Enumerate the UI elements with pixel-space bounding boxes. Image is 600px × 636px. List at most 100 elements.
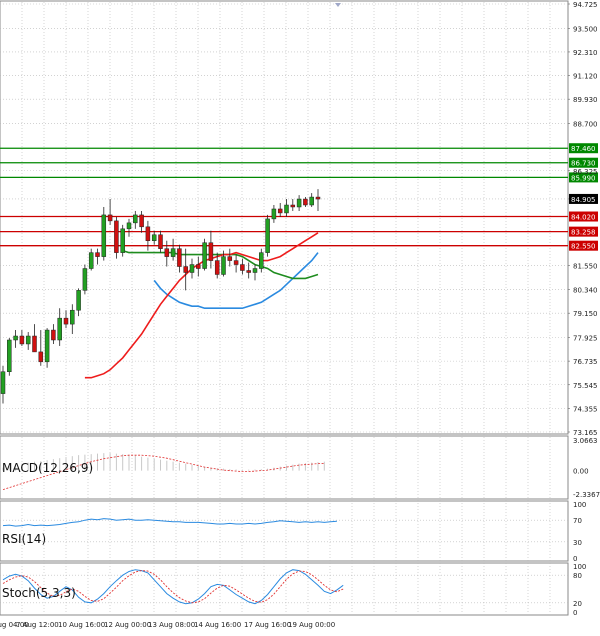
price-tick-label: 74.355 [573, 405, 598, 413]
price-tick-label: 94.725 [573, 1, 598, 9]
candle-body [158, 234, 163, 249]
candle-body [202, 242, 207, 269]
ma-blue-line [153, 252, 319, 310]
price-tick-label: 79.150 [573, 310, 598, 318]
candle-body [309, 196, 314, 206]
indicator-tick-label: 70 [573, 517, 582, 525]
candle-body [13, 335, 18, 341]
level-label: 83.258 [571, 229, 596, 237]
candle-body [284, 204, 289, 214]
candle-body [82, 268, 88, 291]
ma-green-line [122, 249, 319, 280]
candle-body [233, 260, 239, 265]
scroll-marker-icon[interactable] [335, 3, 341, 7]
macd-signal-line [2, 454, 325, 490]
candle-body [63, 317, 69, 325]
level-label: 84.020 [571, 214, 596, 222]
level-tag [569, 240, 598, 251]
candle-body [133, 214, 138, 224]
price-tick-label: 91.120 [573, 73, 598, 81]
time-tick-label: 13 Aug 08:00 [148, 621, 195, 629]
time-tick-label: 19 Aug 00:00 [288, 621, 335, 629]
candle-body [7, 339, 12, 373]
time-tick-label: 14 Aug 16:00 [194, 621, 241, 629]
rsi-pane[interactable] [0, 500, 569, 562]
time-tick-label: 5 Aug 04:00 [0, 621, 29, 629]
candle-body [19, 335, 25, 345]
candle-body [189, 264, 195, 273]
candle-body [76, 290, 81, 311]
level-tag [569, 172, 598, 183]
indicator-tick-label: 100 [573, 563, 586, 571]
level-label: 87.460 [571, 145, 596, 153]
candle-body [296, 198, 302, 208]
candle-body [246, 270, 251, 273]
price-pane[interactable] [0, 0, 569, 435]
candle-body [151, 234, 157, 241]
moving-averages [84, 232, 319, 379]
candle-body [32, 335, 37, 353]
candle-body [44, 329, 50, 363]
level-tag [569, 157, 598, 168]
price-tick-label: 73.165 [573, 429, 598, 437]
price-tick-label: 86.325 [573, 168, 598, 176]
candle-body [271, 208, 277, 220]
stoch-pane[interactable] [0, 562, 569, 616]
candle-body [196, 264, 201, 269]
candle-body [252, 268, 258, 273]
indicator-tick-label: 0 [573, 555, 577, 563]
candle-body [25, 335, 31, 345]
candle-body [51, 329, 56, 341]
candle-body [120, 228, 125, 253]
candle-body [126, 222, 132, 230]
time-tick-label: 7 Aug 12:00 [16, 621, 59, 629]
level-tag [569, 143, 598, 154]
ma-red-line [84, 232, 319, 379]
price-tick-label: 76.735 [573, 358, 598, 366]
price-tick-label: 88.700 [573, 121, 598, 129]
candle-body [277, 208, 283, 214]
candle-body [0, 371, 6, 394]
stoch-main-line [2, 569, 344, 605]
support-resistance-levels: 87.460 86.730 85.990 84.020 83.258 82.550 [0, 143, 598, 251]
candle-body [170, 248, 176, 257]
candle-body [290, 204, 296, 208]
candle-body [57, 317, 62, 341]
candle-body [38, 351, 44, 363]
candle-body [265, 218, 270, 253]
candle-body [240, 264, 245, 271]
indicator-tick-label: 0 [573, 609, 577, 617]
price-tick-label: 89.930 [573, 96, 598, 104]
candle-body [208, 242, 214, 261]
candle-body [95, 252, 100, 257]
indicator-tick-label: 3.0663 [573, 437, 598, 445]
candle-body [221, 256, 226, 275]
rsi-indicator: 100 70 30 0 [0, 501, 586, 563]
indicator-tick-label: -2.3367 [573, 491, 600, 499]
candle-body [88, 252, 94, 269]
level-tag [569, 211, 598, 222]
price-tick-label: 92.310 [573, 49, 598, 57]
price-axis: 94.725 93.500 92.310 91.120 89.930 88.700 86.3… [568, 1, 598, 437]
candle-body [145, 226, 151, 241]
stoch-label: Stoch(5,3,3) [2, 586, 76, 600]
level-label: 86.730 [571, 160, 596, 168]
candle-body [101, 214, 107, 257]
indicator-tick-label: 0.00 [573, 468, 589, 476]
price-tick-label: 93.500 [573, 25, 598, 33]
candle-body [70, 309, 75, 325]
candle-body [107, 214, 113, 222]
last-price-tag [569, 193, 598, 204]
candle-body [139, 214, 144, 228]
rsi-line [2, 518, 337, 527]
candle-body [259, 252, 264, 269]
candle-body [183, 266, 188, 273]
price-tick-label: 75.545 [573, 382, 598, 390]
level-label: 85.990 [571, 174, 596, 182]
candle-body [177, 248, 182, 267]
time-tick-label: 17 Aug 16:00 [244, 621, 291, 629]
